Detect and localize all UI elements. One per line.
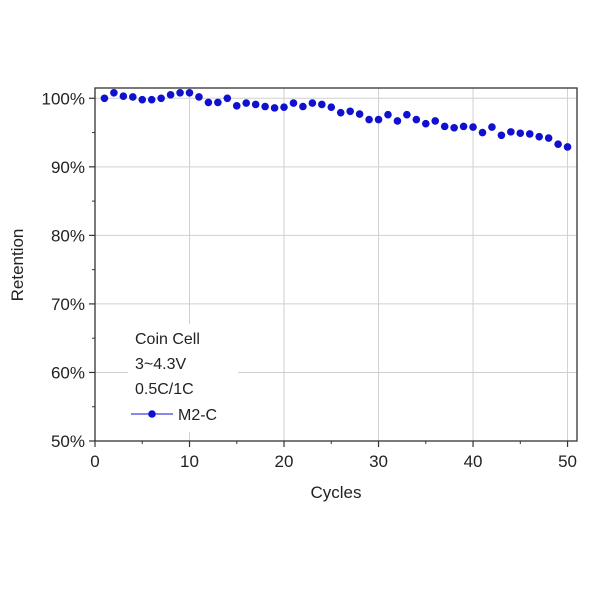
data-point [280,103,288,111]
data-point [544,134,553,142]
data-point [459,122,468,131]
data-point [223,94,232,103]
data-point [374,115,383,124]
data-point [563,143,572,151]
data-point [251,100,260,109]
data-point [214,98,222,107]
data-point [110,88,118,97]
x-tick-label: 20 [275,452,294,471]
data-point [440,122,449,131]
y-tick-label: 90% [51,158,85,177]
data-point [355,110,364,118]
data-point [431,117,440,125]
x-tick-label: 30 [369,452,388,471]
data-point [554,140,562,149]
data-point [450,123,458,132]
data-point [346,107,354,116]
data-point [204,98,213,107]
data-point [488,123,496,131]
data-point [138,95,147,104]
y-tick-label: 50% [51,432,85,451]
data-point [535,132,543,141]
annotation-coin-cell: Coin Cell [135,331,200,348]
data-point [270,104,279,112]
series-m2-c [100,88,572,151]
data-point [318,100,326,109]
x-axis-title: Cycles [310,483,361,502]
y-tick-label: 80% [51,226,85,245]
data-point [384,110,392,119]
data-point [412,115,421,124]
y-tick-label: 70% [51,295,85,314]
legend-series-marker [148,410,156,418]
data-point [403,110,411,119]
y-tick-label: 60% [51,363,85,382]
x-tick-label: 10 [180,452,199,471]
data-point [129,93,137,101]
x-tick-label: 50 [558,452,577,471]
legend-series-label: M2-C [178,407,217,424]
grid [95,88,577,441]
annotation-voltage: 3~4.3V [135,356,186,373]
data-point [497,131,506,140]
data-point [100,94,109,103]
data-point [185,88,194,97]
y-tick-label: 100% [42,89,85,108]
data-point [289,99,298,107]
data-point [176,88,184,97]
x-tick-label: 40 [464,452,483,471]
data-point [478,128,487,137]
data-point [232,102,241,110]
data-point [147,95,156,104]
data-point [507,128,515,136]
y-axis-title: Retention [8,229,27,302]
data-point [308,99,317,107]
data-point [525,130,534,138]
data-point [421,119,430,128]
data-point [157,94,165,103]
plot-frame [94,87,578,442]
data-point [336,108,345,117]
data-point [327,103,336,111]
data-point [242,99,251,107]
data-point [469,123,477,131]
x-tick-label: 0 [90,452,99,471]
data-point [299,102,307,111]
data-point [195,93,203,101]
data-point [261,102,269,111]
axis-ticks: 0 10 20 30 40 50 50% 60% 70% 80% 90% 100% [42,89,577,471]
data-point [365,115,373,124]
annotation-rate: 0.5C/1C [135,381,194,398]
data-point [516,129,525,138]
data-point [119,92,128,101]
legend: Coin Cell 3~4.3V 0.5C/1C M2-C [128,324,238,432]
data-point [393,117,402,125]
data-point [166,91,175,99]
